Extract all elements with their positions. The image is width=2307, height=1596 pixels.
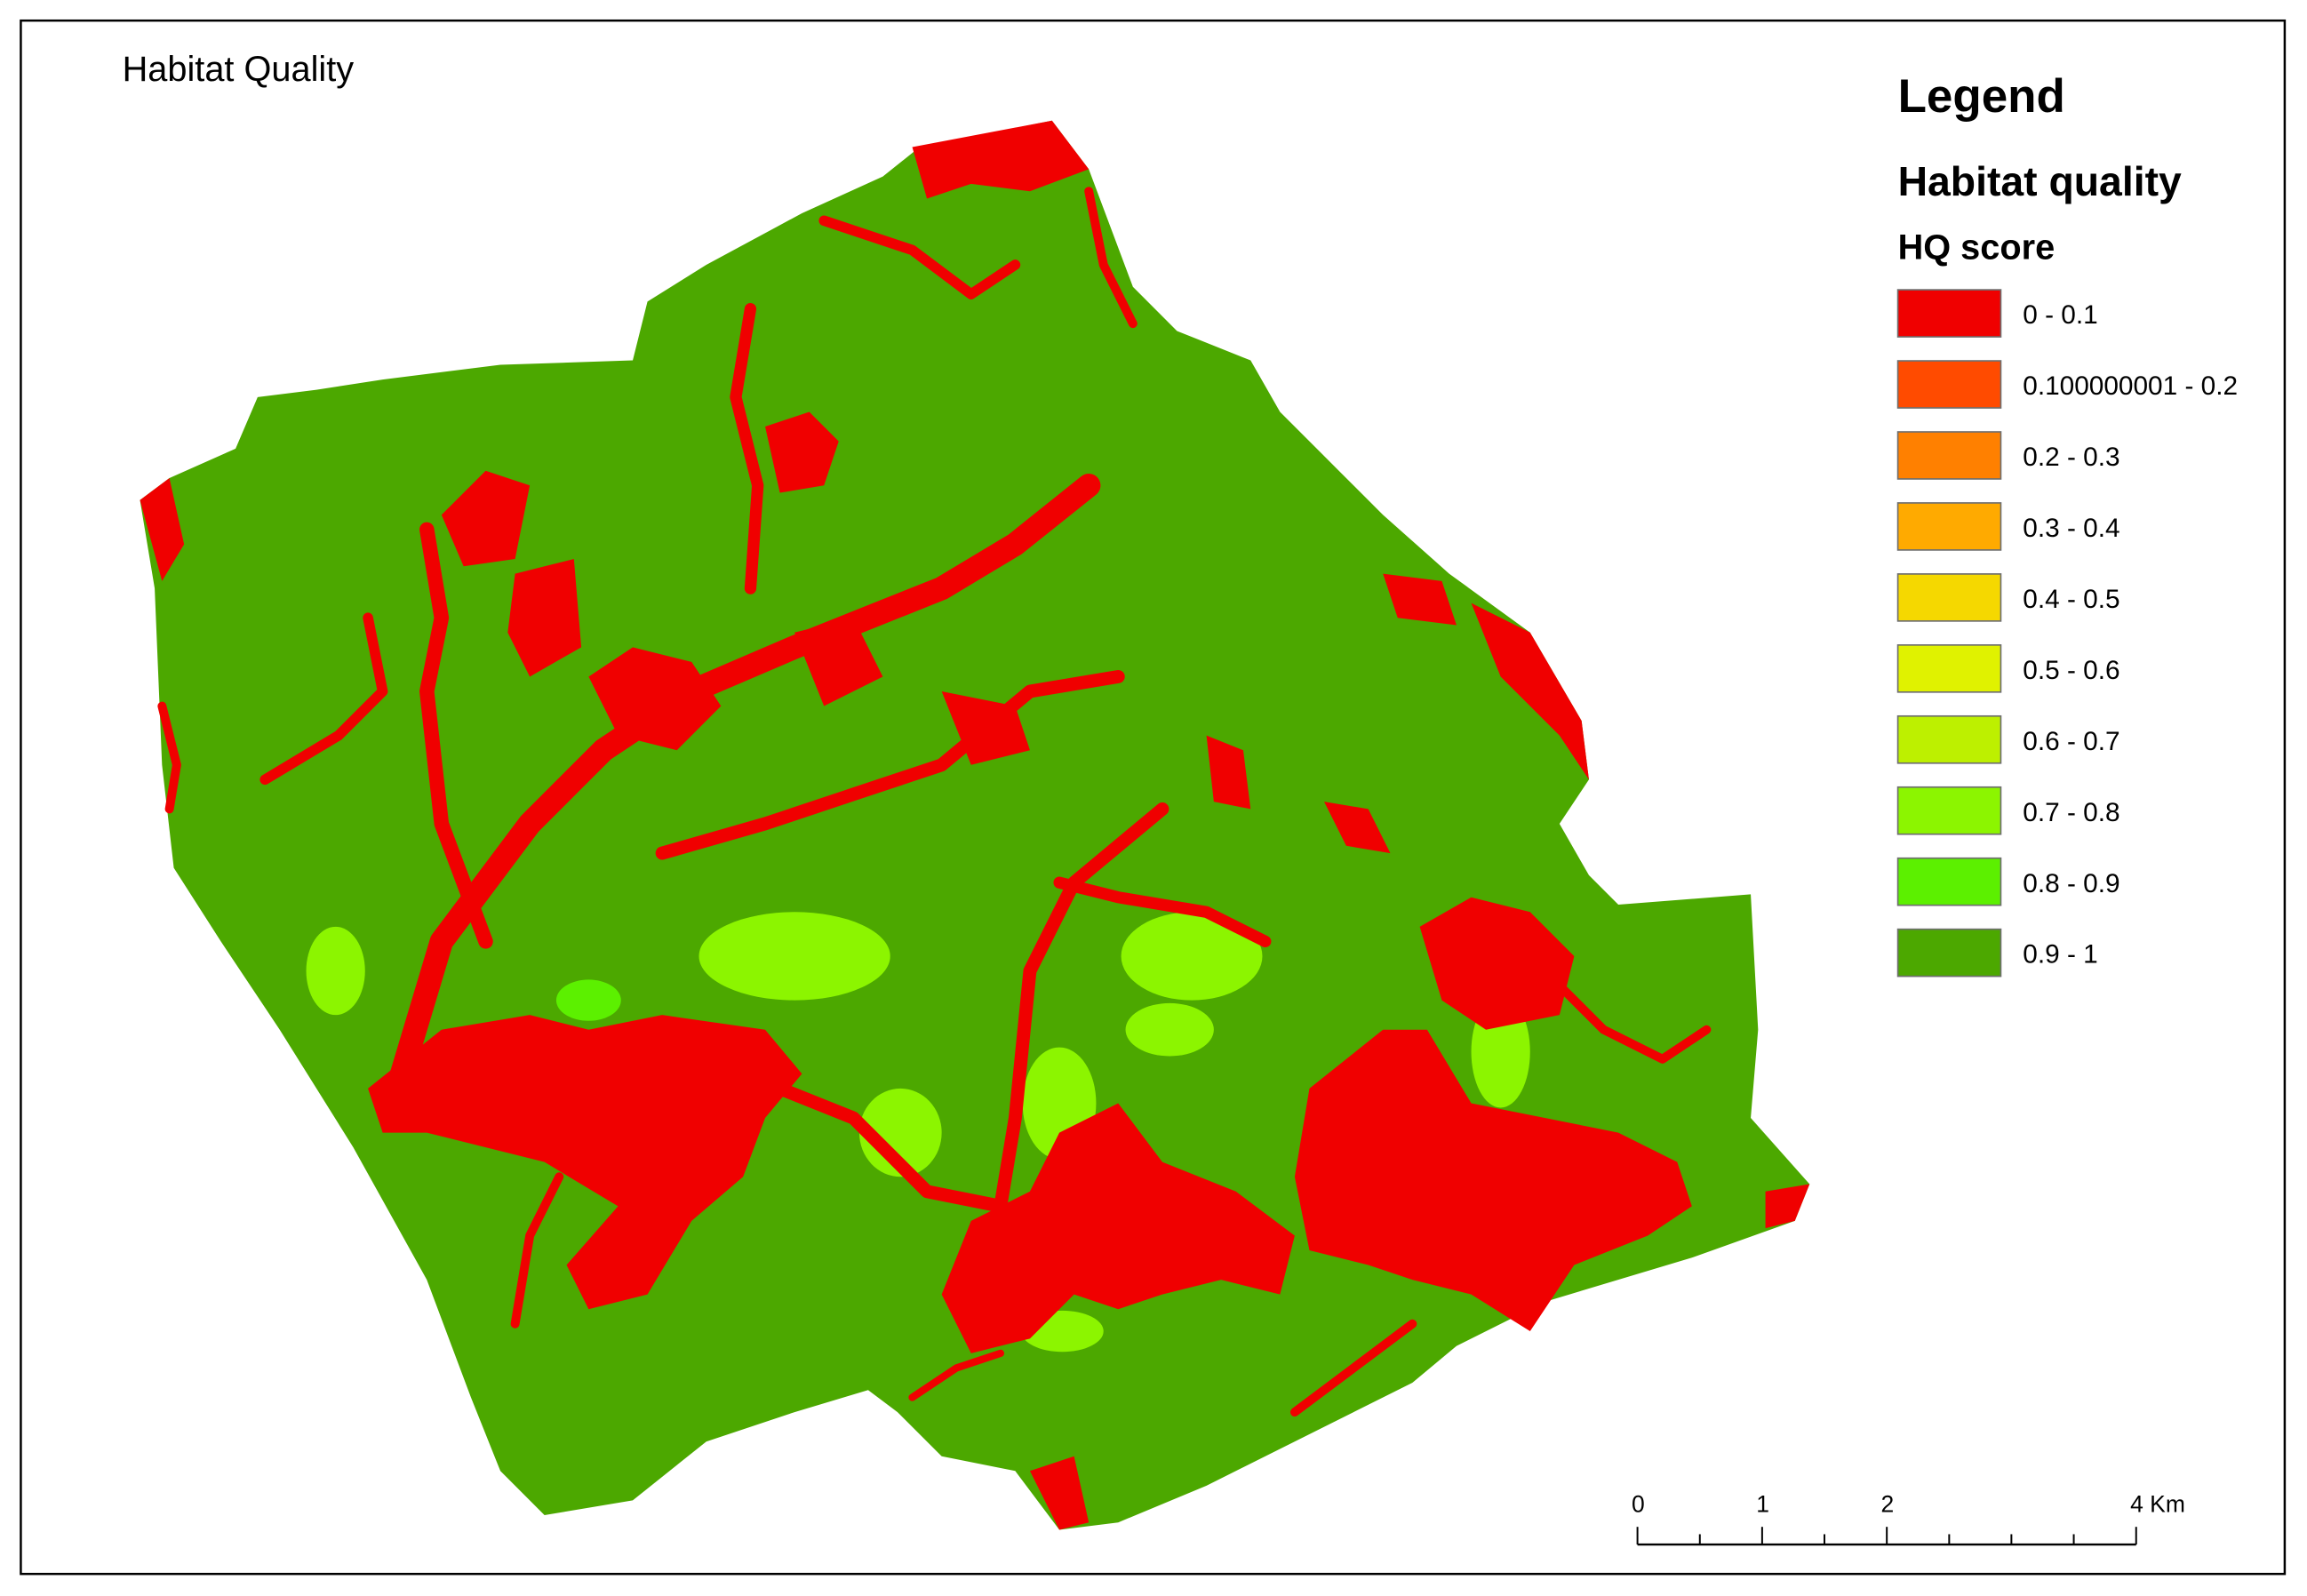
patch <box>1121 912 1263 1001</box>
river-corridor <box>259 612 388 786</box>
patch <box>858 1088 942 1177</box>
legend-swatch <box>1896 573 2002 622</box>
river-corridor <box>730 302 764 595</box>
map-title: Habitat Quality <box>123 50 355 89</box>
urban-area <box>1206 735 1251 810</box>
river-corridor <box>385 474 1101 1101</box>
legend-label: 0.100000001 - 0.2 <box>2023 371 2238 401</box>
legend-swatch <box>1896 928 2002 978</box>
legend-label: 0.4 - 0.5 <box>2023 585 2119 614</box>
frame <box>20 19 2287 1576</box>
legend-label: 0.5 - 0.6 <box>2023 656 2119 685</box>
river-corridor <box>1084 187 1138 329</box>
legend-swatch <box>1896 502 2002 551</box>
scale-label: 0 <box>1632 1491 1645 1518</box>
legend-label: 0.3 - 0.4 <box>2023 514 2119 543</box>
urban-area <box>912 120 1090 199</box>
scale-minor-ticks <box>1698 1534 2075 1545</box>
low-quality-areas <box>140 120 1810 1530</box>
legend-field: HQ score <box>1898 227 2056 267</box>
patch <box>698 912 890 1001</box>
scale-label: 1 <box>1756 1491 1769 1518</box>
legend-label: 0 - 0.1 <box>2023 300 2097 330</box>
urban-area <box>1029 1456 1090 1530</box>
legend-label: 0.7 - 0.8 <box>2023 798 2119 827</box>
legend-label: 0.2 - 0.3 <box>2023 443 2119 472</box>
river-corridor <box>510 1172 564 1329</box>
river-corridor <box>1289 1319 1417 1417</box>
patch <box>1125 1002 1214 1057</box>
legend-swatch <box>1896 289 2002 338</box>
urban-area <box>507 559 582 677</box>
legend-swatch <box>1896 857 2002 906</box>
scale-bar: 0 1 2 4 Km <box>1632 1491 2185 1546</box>
legend-swatch <box>1896 786 2002 835</box>
patch <box>306 926 365 1016</box>
river-corridor <box>157 701 181 814</box>
river-corridor <box>773 802 1169 1213</box>
legend-title: Legend <box>1898 70 2065 123</box>
urban-area <box>941 1103 1295 1353</box>
legend-swatch <box>1896 644 2002 693</box>
urban-area <box>1383 573 1457 626</box>
legend-label: 0.9 - 1 <box>2023 940 2097 970</box>
river-corridor <box>419 522 493 949</box>
urban-area <box>140 477 185 581</box>
river-corridor <box>655 669 1125 860</box>
urban-area <box>1294 1029 1692 1332</box>
urban-area <box>1324 802 1391 854</box>
legend-swatch <box>1896 360 2002 409</box>
habitat-map <box>140 120 1810 1530</box>
legend: Legend Habitat quality HQ score 0 - 0.10… <box>1896 70 2238 978</box>
legend-items: 0 - 0.1 0.100000001 - 0.2 0.2 - 0.3 0.3 - 0… <box>1896 289 2238 978</box>
urban-area <box>1419 897 1575 1030</box>
legend-swatch <box>1896 431 2002 480</box>
urban-area <box>765 411 839 493</box>
legend-label: 0.6 - 0.7 <box>2023 727 2119 756</box>
legend-subtitle: Habitat quality <box>1898 158 2182 204</box>
legend-label: 0.8 - 0.9 <box>2023 869 2119 898</box>
urban-area <box>441 470 531 567</box>
river-corridor <box>908 1349 1004 1401</box>
river-corridor <box>1540 966 1712 1064</box>
river-corridor <box>1053 876 1272 948</box>
urban-area <box>1765 1184 1810 1229</box>
river-corridor <box>818 215 1021 299</box>
urban-area <box>368 1015 802 1310</box>
scale-label: 2 <box>1881 1491 1895 1518</box>
patch <box>555 979 621 1021</box>
legend-swatch <box>1896 714 2002 764</box>
urban-area <box>1471 602 1589 780</box>
scale-label: 4 Km <box>2130 1491 2185 1518</box>
